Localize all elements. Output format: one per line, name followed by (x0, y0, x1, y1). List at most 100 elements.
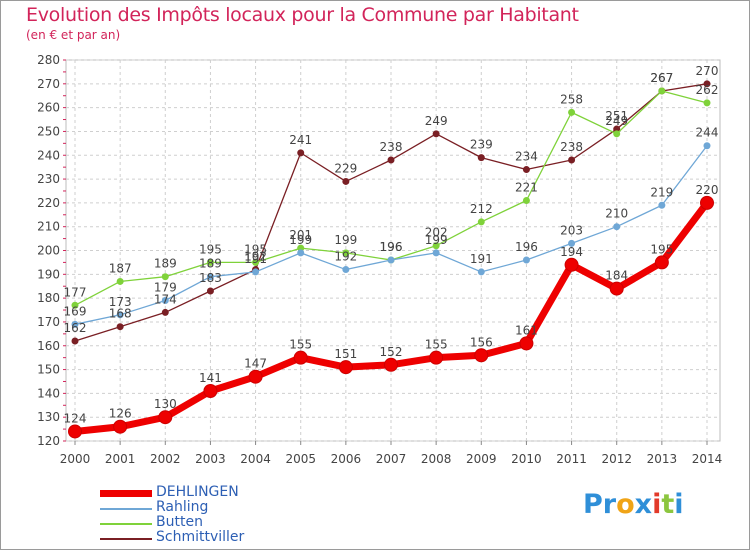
x-tick-label: 2007 (376, 452, 407, 466)
data-label: 141 (199, 371, 222, 385)
data-point-rahling (522, 256, 530, 264)
data-label: 155 (425, 338, 448, 352)
data-label: 249 (605, 114, 628, 128)
data-point-butten (342, 249, 350, 257)
logo-part: Pr (583, 489, 617, 520)
data-point-schmittviller (161, 308, 169, 316)
y-tick-label: 150 (37, 363, 60, 377)
data-point-schmittviller (568, 156, 576, 164)
data-label: 258 (560, 92, 583, 106)
proxiti-logo: Proxiti (583, 489, 684, 520)
y-tick-label: 160 (37, 339, 60, 353)
y-tick-label: 250 (37, 124, 60, 138)
data-point-dehlingen (338, 360, 353, 375)
y-tick-label: 190 (37, 267, 60, 281)
data-label: 130 (154, 397, 177, 411)
data-label: 168 (109, 307, 132, 321)
data-label: 196 (515, 240, 538, 254)
data-label: 220 (696, 183, 719, 197)
x-tick-label: 2003 (195, 452, 226, 466)
data-label: 202 (425, 226, 448, 240)
data-label: 229 (334, 161, 357, 175)
data-point-rahling (432, 249, 440, 257)
data-point-dehlingen (248, 369, 263, 384)
logo-part: o (616, 489, 635, 520)
logo-part: x (634, 489, 653, 520)
x-tick-label: 2011 (556, 452, 587, 466)
legend-swatch (100, 490, 152, 497)
data-label: 173 (109, 295, 132, 309)
data-label: 239 (470, 138, 493, 152)
data-label: 162 (64, 321, 87, 335)
data-label: 189 (199, 257, 222, 271)
data-point-butten (477, 218, 485, 226)
data-label: 156 (470, 335, 493, 349)
data-label: 155 (289, 338, 312, 352)
data-label: 187 (109, 261, 132, 275)
data-label: 267 (650, 71, 673, 85)
x-tick-label: 2004 (240, 452, 271, 466)
legend-label: Schmittviller (156, 529, 245, 545)
data-point-rahling (71, 320, 79, 328)
data-point-butten (568, 108, 576, 116)
y-tick-label: 220 (37, 196, 60, 210)
legend-item: DEHLINGEN (100, 484, 340, 501)
data-point-rahling (342, 266, 350, 274)
y-tick-label: 200 (37, 244, 60, 258)
data-point-butten (432, 242, 440, 250)
data-label: 179 (154, 281, 177, 295)
legend-item: Schmittviller (100, 529, 340, 546)
data-point-rahling (613, 223, 621, 231)
x-tick-label: 2000 (60, 452, 91, 466)
x-tick-label: 2002 (150, 452, 181, 466)
x-tick-label: 2008 (421, 452, 452, 466)
y-tick-label: 270 (37, 77, 60, 91)
logo-part: t (661, 489, 675, 520)
data-label: 152 (380, 345, 403, 359)
data-label: 192 (244, 250, 267, 264)
data-label: 234 (515, 150, 538, 164)
data-point-schmittviller (477, 154, 485, 162)
data-label: 196 (380, 240, 403, 254)
data-label: 177 (64, 285, 87, 299)
data-point-dehlingen (429, 350, 444, 365)
data-point-dehlingen (474, 348, 489, 363)
data-label: 199 (334, 233, 357, 247)
data-point-schmittviller (71, 337, 79, 345)
data-label: 191 (470, 252, 493, 266)
data-point-butten (658, 87, 666, 95)
data-label: 270 (696, 64, 719, 78)
data-label: 169 (64, 304, 87, 318)
data-label: 199 (425, 233, 448, 247)
data-point-rahling (387, 256, 395, 264)
data-label: 203 (560, 223, 583, 237)
data-label: 192 (334, 250, 357, 264)
data-point-rahling (161, 297, 169, 305)
data-point-dehlingen (113, 419, 128, 434)
data-label: 189 (154, 257, 177, 271)
data-label: 238 (560, 140, 583, 154)
data-label: 195 (650, 242, 673, 256)
data-point-dehlingen (700, 195, 714, 210)
data-point-dehlingen (564, 257, 579, 272)
y-tick-label: 130 (37, 410, 60, 424)
data-point-schmittviller (432, 130, 440, 138)
chart-subtitle: (en € et par an) (26, 28, 121, 42)
data-label: 194 (560, 245, 583, 259)
data-label: 174 (154, 292, 177, 306)
data-point-butten (71, 301, 79, 309)
y-tick-label: 240 (37, 148, 60, 162)
logo-part: i (652, 489, 662, 520)
data-point-butten (116, 277, 124, 285)
data-label: 147 (244, 357, 267, 371)
data-point-dehlingen (203, 383, 218, 398)
data-label: 267 (650, 71, 673, 85)
data-point-rahling (477, 268, 485, 276)
data-point-schmittviller (206, 287, 214, 295)
y-tick-label: 180 (37, 291, 60, 305)
data-point-rahling (252, 268, 260, 276)
legend-label: DEHLINGEN (156, 484, 239, 500)
data-label: 212 (470, 202, 493, 216)
